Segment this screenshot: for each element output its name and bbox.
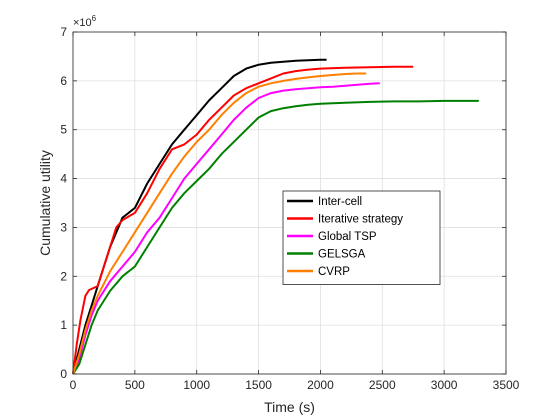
y-axis-ticks: 0 1 2 3 4 5 6 7: [60, 25, 506, 381]
x-tick-label: 3000: [431, 378, 458, 392]
x-tick-label: 1000: [183, 378, 210, 392]
y-axis-multiplier: ×106: [73, 14, 97, 29]
y-tick-label: 1: [60, 318, 67, 332]
legend-entry-label: Global TSP: [318, 231, 377, 243]
series-line-iterative-strategy: [72, 65, 414, 375]
y-tick-label: 5: [60, 123, 67, 137]
x-tick-label: 3500: [493, 378, 520, 392]
series-line-cvrp: [72, 72, 367, 375]
legend-entry-label: CVRP: [318, 266, 350, 278]
y-tick-label: 0: [60, 367, 67, 381]
y-multiplier-exponent: 6: [92, 14, 97, 23]
axes-box: [72, 31, 507, 375]
x-tick-label: 0: [70, 378, 77, 392]
legend-entry-label: GELSGA: [318, 249, 366, 261]
x-tick-label: 500: [125, 378, 145, 392]
series-layer: [72, 58, 479, 375]
x-tick-label: 2500: [369, 378, 396, 392]
y-tick-label: 4: [60, 172, 67, 186]
x-tick-label: 1500: [245, 378, 272, 392]
x-axis-ticks: 0 500 1000 1500 2000 2500 3000 3500: [70, 32, 520, 392]
legend-entry-label: Iterative strategy: [318, 214, 403, 226]
y-tick-label: 2: [60, 269, 67, 283]
legend: Inter-cell Iterative strategy Global TSP GE…: [282, 190, 441, 285]
y-multiplier-base: ×10: [73, 17, 92, 29]
series-line-global-tsp: [72, 82, 380, 375]
series-line-inter-cell: [72, 58, 327, 375]
y-axis-label: Cumulative utility: [37, 150, 53, 256]
legend-entry-label: Inter-cell: [318, 196, 362, 208]
y-tick-label: 3: [60, 220, 67, 234]
x-tick-label: 2000: [307, 378, 334, 392]
y-tick-label: 6: [60, 74, 67, 88]
x-axis-label: Time (s): [264, 399, 315, 415]
legend-box: [282, 190, 441, 285]
y-tick-label: 7: [60, 25, 67, 39]
series-line-gelsga: [72, 99, 479, 375]
